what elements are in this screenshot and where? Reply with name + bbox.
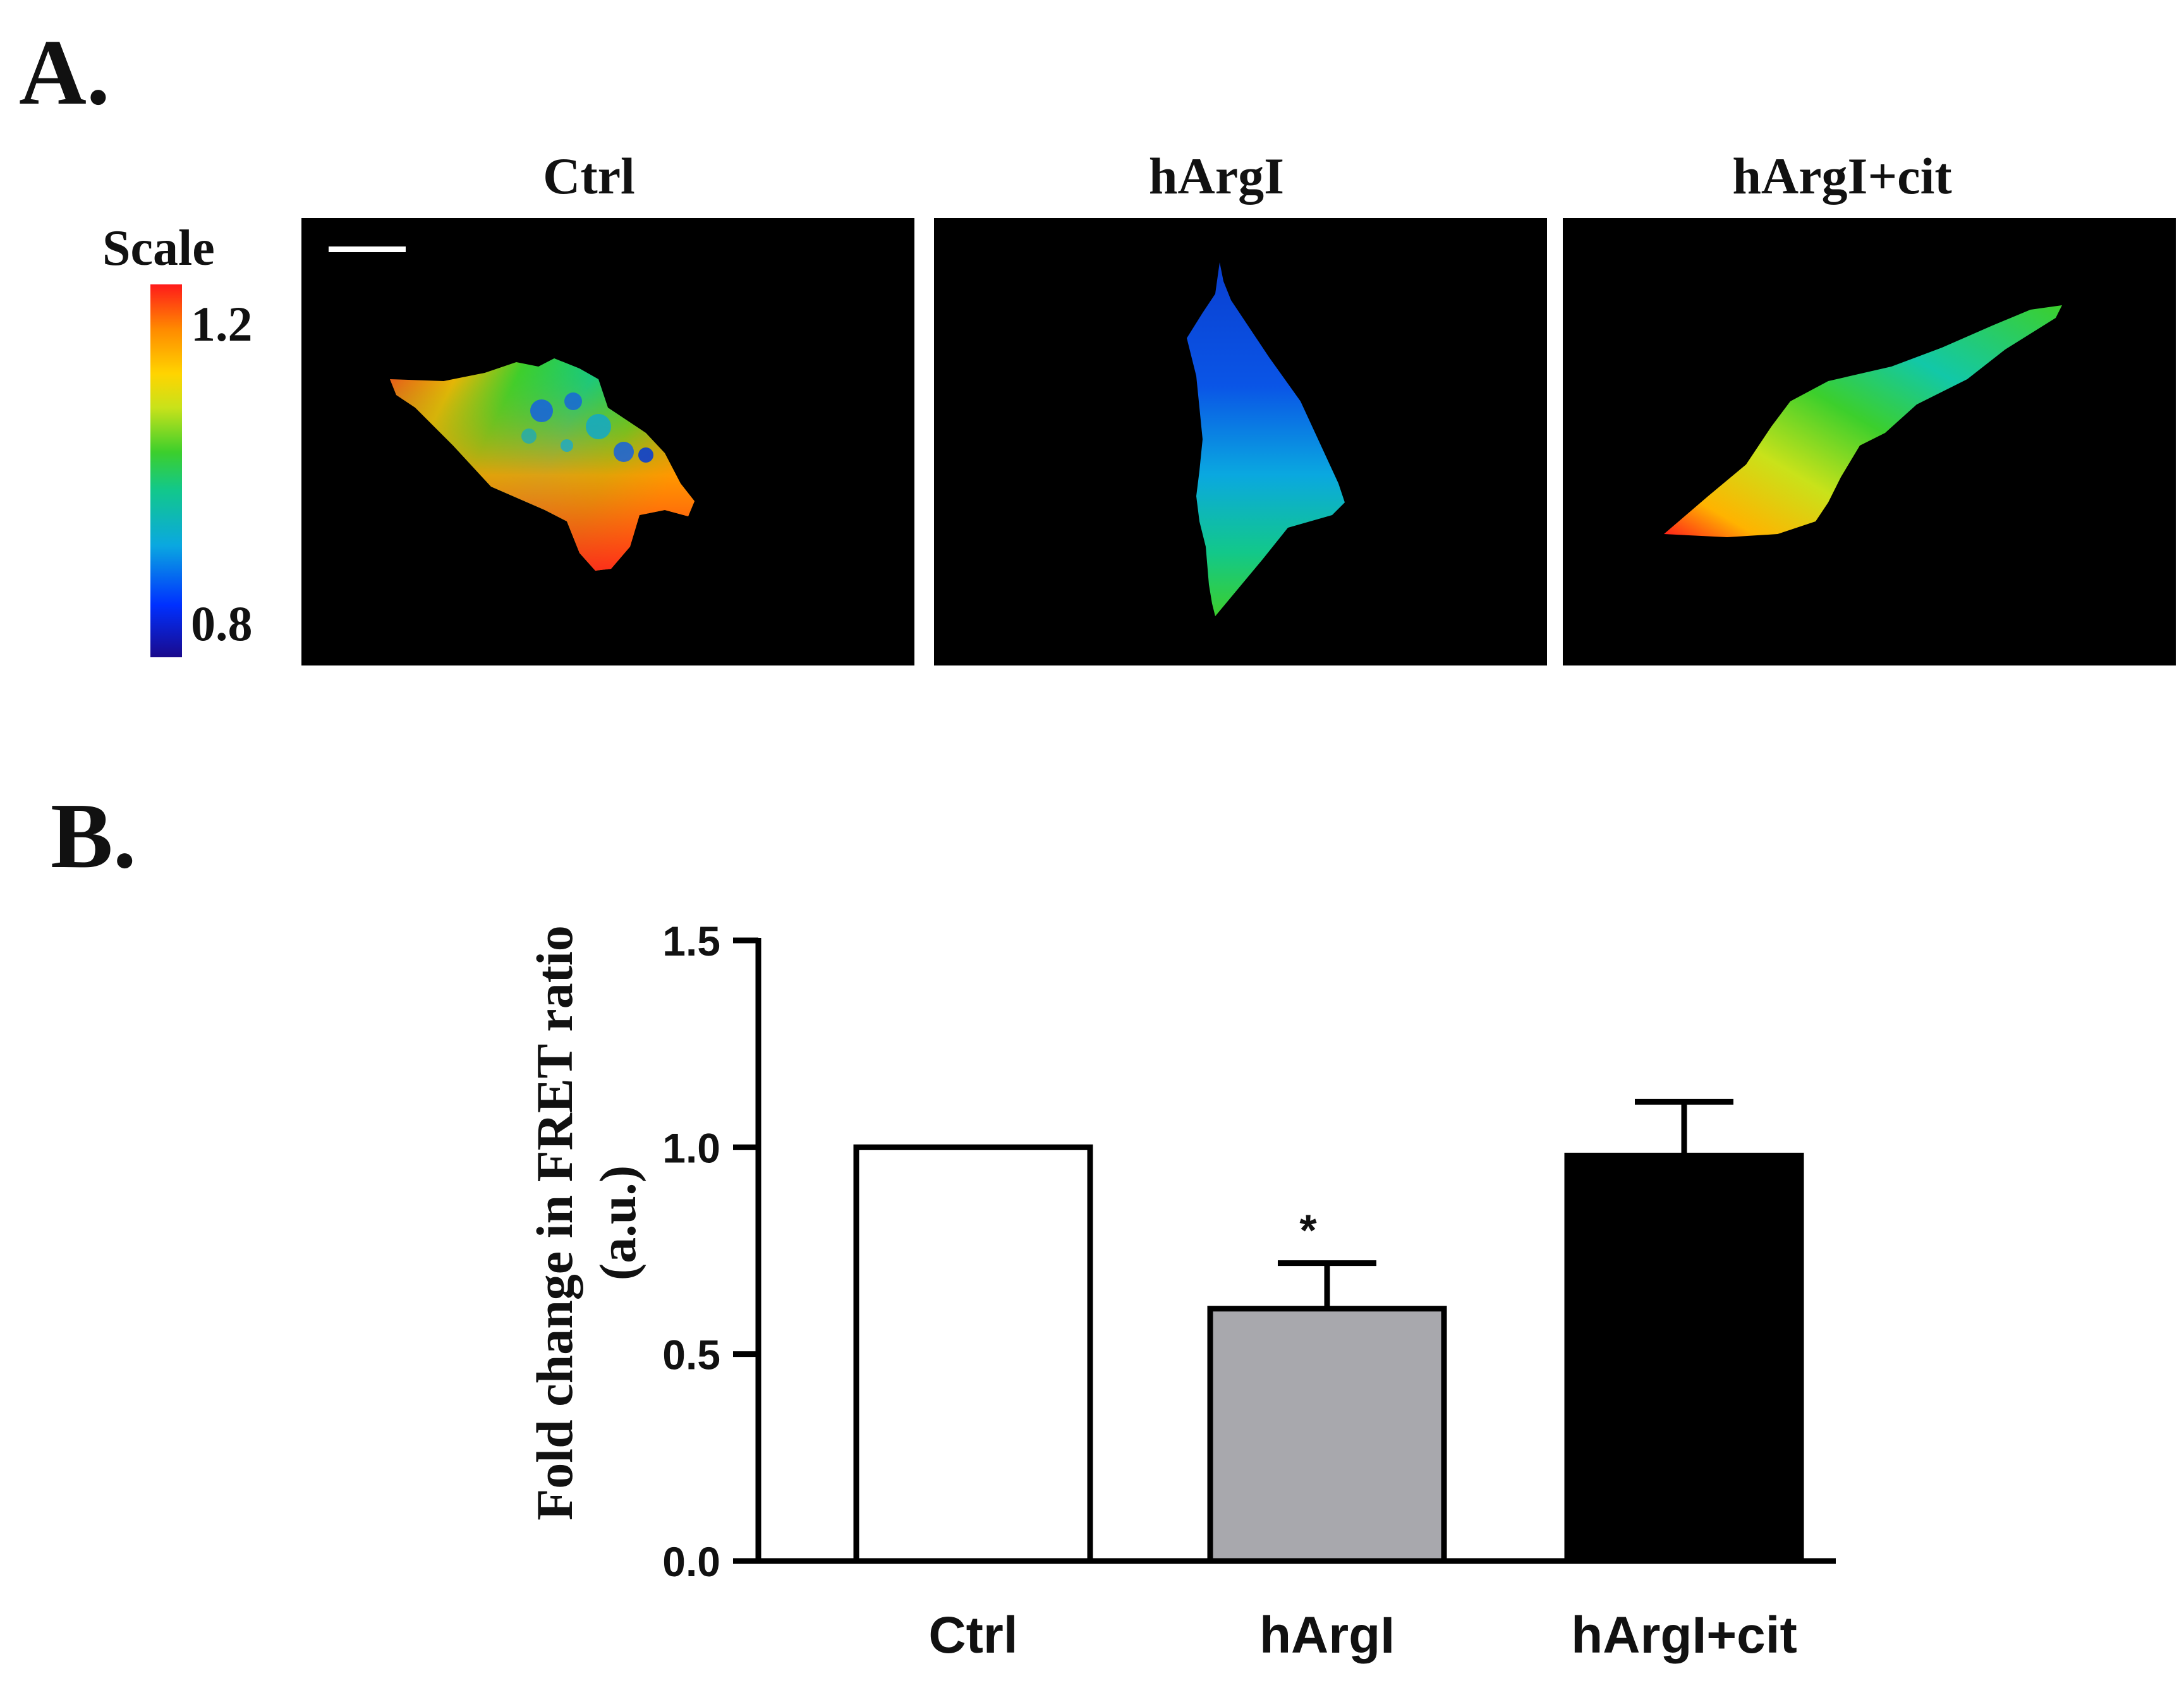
color-scale-bar [150, 284, 182, 657]
cell-hargi-figure [1187, 262, 1345, 616]
image-title-hargi-cit: hArgI+cit [1732, 147, 1952, 205]
significance-marker-2: * [1299, 1206, 1317, 1255]
x-tick-label-1: Ctrl [928, 1607, 1017, 1664]
panel-a-letter: A. [19, 21, 110, 125]
microscopy-image-ctrl [301, 218, 914, 665]
bar-3 [1564, 1152, 1804, 1564]
image-title-hargi: hArgI [1148, 147, 1285, 205]
y-axis-label-line1: Fold change in FRET ratio [526, 925, 583, 1521]
x-tick-label-2: hArgI [1259, 1607, 1395, 1664]
image-title-ctrl: Ctrl [543, 147, 635, 205]
microscopy-image-hargi [934, 218, 1547, 665]
microscopy-image-hargi-cit [1563, 218, 2176, 665]
y-axis-label-line2: (a.u.) [589, 1165, 646, 1280]
scale-title: Scale [102, 221, 215, 276]
cell-hargi-cit-figure [1664, 305, 2062, 537]
scale-bar [329, 246, 406, 252]
x-tick-label-3: hArgI+cit [1571, 1607, 1797, 1664]
bar-1 [853, 1144, 1093, 1564]
y-tick-label-2: 0.5 [662, 1332, 720, 1378]
panel-b-letter: B. [51, 784, 136, 888]
cell-ctrl-figure [390, 358, 695, 571]
scale-max-label: 1.2 [191, 296, 253, 351]
y-tick-label-3: 1.0 [662, 1124, 720, 1171]
bar-2 [1207, 1306, 1447, 1564]
scale-min-label: 0.8 [191, 596, 253, 651]
y-tick-label-1: 0.0 [662, 1538, 720, 1585]
y-tick-label-4: 1.5 [662, 918, 720, 964]
